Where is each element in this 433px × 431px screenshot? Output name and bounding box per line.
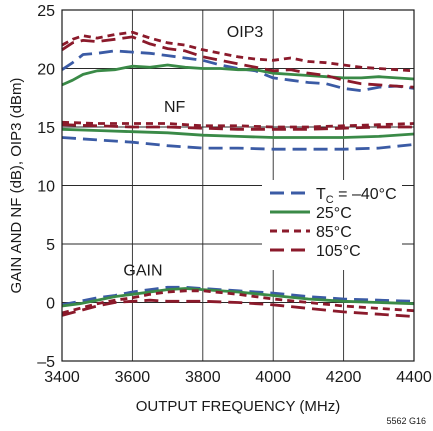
legend-label-105: 105°C (316, 243, 361, 260)
tick-labels: 3400 3600 3800 4000 4200 4400 –5 0 5 10 15 20 25 (37, 3, 432, 386)
legend-label-minus40-rest: = –40°C (334, 186, 397, 203)
series-nf-105 (61, 123, 414, 131)
x-tick-label: 4200 (326, 369, 362, 386)
series-oip3-105 (61, 35, 415, 89)
series-oip3-minus40 (61, 49, 415, 93)
series-gain-85 (61, 289, 415, 315)
y-tick-label: 20 (37, 62, 55, 79)
legend-label-minus40: TC = –40°C (316, 186, 397, 206)
y-tick-label: –5 (37, 354, 55, 371)
annotation-nf: NF (164, 99, 186, 116)
x-tick-label: 3800 (185, 369, 221, 386)
legend: TC = –40°C 25°C 85°C 105°C (262, 180, 402, 270)
x-tick-label: 4400 (396, 369, 432, 386)
y-tick-label: 0 (46, 296, 55, 313)
annotation-oip3: OIP3 (227, 24, 264, 41)
x-tick-label: 3400 (44, 369, 80, 386)
series-nf-85 (61, 120, 415, 129)
series-nf-minus40 (61, 136, 415, 151)
legend-label-minus40-main: T (316, 186, 326, 203)
figure-id-label: 5562 G16 (386, 416, 426, 426)
series-gain-25 (61, 287, 415, 308)
series-gain-105 (61, 298, 415, 318)
legend-label-25: 25°C (316, 205, 352, 222)
y-tick-label: 10 (37, 179, 55, 196)
y-tick-label: 25 (37, 3, 55, 20)
legend-label-minus40-sub: C (326, 194, 334, 206)
plot-frame (61, 9, 415, 362)
x-axis-title: OUTPUT FREQUENCY (MHz) (136, 398, 340, 415)
legend-label-85: 85°C (316, 224, 352, 241)
legend-background (262, 180, 402, 270)
y-axis-title: GAIN AND NF (dB), OIP3 (dBm) (8, 78, 25, 294)
series-group (61, 30, 415, 318)
series-nf-25 (61, 127, 415, 139)
y-tick-label: 5 (46, 237, 55, 254)
x-tick-label: 4000 (255, 369, 291, 386)
series-oip3-85 (61, 30, 415, 73)
x-tick-label: 3600 (115, 369, 151, 386)
series-oip3-25 (61, 63, 415, 87)
annotation-gain: GAIN (123, 263, 162, 280)
y-tick-label: 15 (37, 120, 55, 137)
